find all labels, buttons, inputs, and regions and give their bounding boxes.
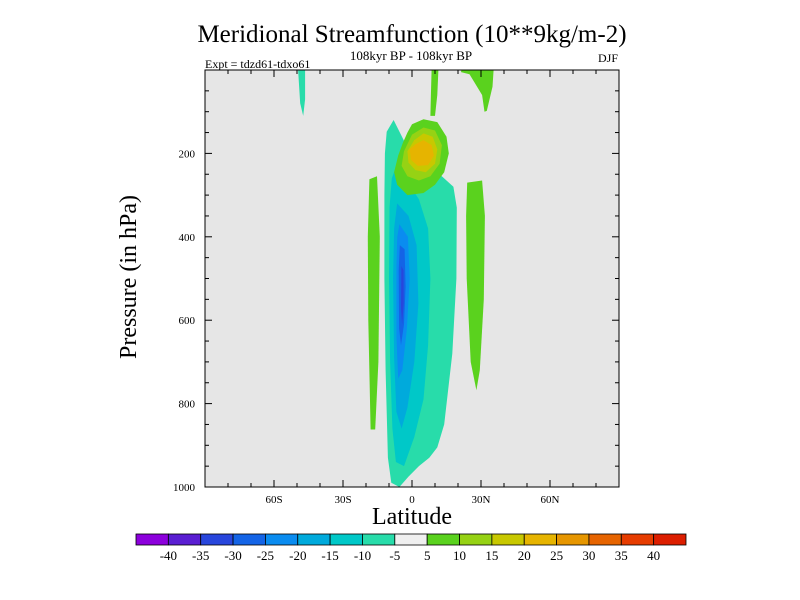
colorbar-label: -15 xyxy=(321,548,338,563)
colorbar-label: 5 xyxy=(424,548,431,563)
colorbar-label: 20 xyxy=(518,548,531,563)
northern-positive-cell-lower xyxy=(466,180,485,391)
season-label: DJF xyxy=(598,51,618,65)
upper-cell-p20 xyxy=(409,140,434,166)
axis-ticks: 60S 30S 0 30N 60N 200 400 600 800 1000 xyxy=(173,70,619,506)
colorbar-swatch xyxy=(232,533,266,546)
colorbar-swatch xyxy=(588,533,622,546)
colorbar-swatch xyxy=(167,533,202,546)
colorbar-swatch xyxy=(653,533,687,546)
colorbar-swatch xyxy=(265,533,299,546)
colorbar-label: -30 xyxy=(224,548,241,563)
contour-fills xyxy=(298,70,494,487)
colorbar-label: 25 xyxy=(550,548,563,563)
southern-positive-cell xyxy=(367,176,380,430)
colorbar-swatch xyxy=(426,533,460,546)
colorbar-label: -5 xyxy=(389,548,400,563)
colorbar-label: 35 xyxy=(615,548,628,563)
polar-negative-cell xyxy=(298,70,306,116)
colorbar-swatch xyxy=(556,533,590,546)
colorbar-swatch xyxy=(491,533,525,546)
colorbar-swatch xyxy=(459,533,493,546)
northern-positive-cell-upper xyxy=(461,70,494,112)
experiment-label: Expt = tdzd61-tdxo61 xyxy=(205,57,310,71)
colorbar: -40 -35 -30 -25 -20 -15 -10 -5 5 10 15 20 25 30 35 40 xyxy=(135,533,687,563)
colorbar-label: 30 xyxy=(582,548,595,563)
y-tick-label: 800 xyxy=(179,399,196,411)
colorbar-swatch xyxy=(620,533,655,546)
colorbar-swatch xyxy=(362,533,396,546)
colorbar-label: -10 xyxy=(354,548,371,563)
x-tick-label: 30N xyxy=(472,494,491,506)
x-tick-label: 0 xyxy=(409,494,415,506)
colorbar-label: 40 xyxy=(647,548,660,563)
colorbar-swatch xyxy=(200,533,234,546)
colorbar-swatch xyxy=(394,533,428,546)
colorbar-label: 15 xyxy=(485,548,498,563)
colorbar-swatch xyxy=(135,533,169,546)
colorbar-label: -35 xyxy=(192,548,209,563)
x-tick-label: 60N xyxy=(541,494,560,506)
tropical-cell-m30 xyxy=(401,266,404,325)
colorbar-label: -25 xyxy=(257,548,274,563)
y-tick-label: 1000 xyxy=(173,482,196,494)
y-tick-label: 200 xyxy=(179,148,196,160)
chart-subtitle: 108kyr BP - 108kyr BP xyxy=(350,48,472,63)
colorbar-swatch xyxy=(329,533,363,546)
colorbar-label: -20 xyxy=(289,548,306,563)
colorbar-label: 10 xyxy=(453,548,466,563)
x-tick-label: 30S xyxy=(334,494,351,506)
x-tick-label: 60S xyxy=(265,494,282,506)
x-axis-label: Latitude xyxy=(372,504,452,530)
y-tick-label: 400 xyxy=(179,232,196,244)
y-tick-label: 600 xyxy=(179,315,196,327)
upper-stem-positive xyxy=(430,70,439,116)
y-axis-label: Pressure (in hPa) xyxy=(116,195,142,359)
colorbar-label: -40 xyxy=(160,548,177,563)
chart-title: Meridional Streamfunction (10**9kg/m-2) xyxy=(197,21,626,48)
colorbar-swatch xyxy=(297,533,331,546)
colorbar-swatch xyxy=(523,533,557,546)
